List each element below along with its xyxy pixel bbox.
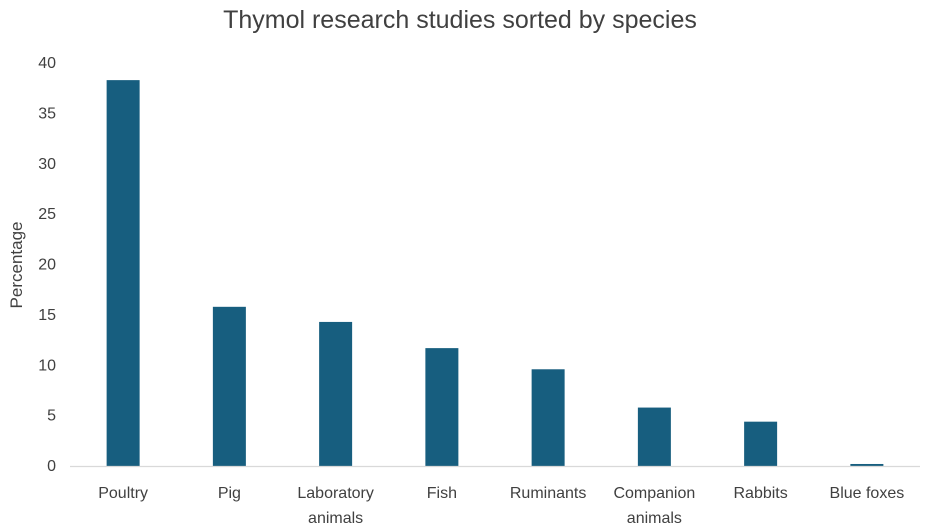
- y-tick-label: 30: [38, 156, 56, 173]
- bar: [425, 348, 459, 466]
- y-tick-label: 25: [38, 206, 56, 223]
- x-tick-label: Laboratory animals: [297, 485, 374, 527]
- x-axis-ticks: Poultry Pig Laboratory animals Fish Ruminants…: [98, 485, 904, 527]
- bar: [212, 306, 246, 466]
- bar: [744, 421, 778, 466]
- x-tick-label-line: animals: [627, 510, 682, 527]
- x-tick-label-line: Laboratory: [297, 485, 374, 502]
- y-tick-label: 5: [47, 408, 56, 425]
- y-tick-label: 10: [38, 357, 56, 374]
- bar: [850, 463, 884, 466]
- x-tick-label-line: Ruminants: [510, 485, 586, 502]
- bars-group: [106, 80, 884, 466]
- x-tick-label: Blue foxes: [830, 485, 905, 502]
- bar: [637, 407, 671, 466]
- x-tick-label: Rabbits: [734, 485, 788, 502]
- x-tick-label-line: Blue foxes: [830, 485, 905, 502]
- y-tick-label: 40: [38, 55, 56, 72]
- bar: [531, 369, 565, 466]
- x-tick-label-line: Rabbits: [734, 485, 788, 502]
- bar: [106, 80, 140, 466]
- y-axis-ticks: 0 5 10 15 20 25 30 35 40: [38, 55, 56, 475]
- x-tick-label-line: Poultry: [98, 485, 148, 502]
- x-tick-label-line: Pig: [218, 485, 241, 502]
- x-tick-label: Pig: [218, 485, 241, 502]
- chart-title: Thymol research studies sorted by specie…: [223, 6, 697, 34]
- x-tick-label: Fish: [427, 485, 457, 502]
- x-tick-label-line: Fish: [427, 485, 457, 502]
- y-tick-label: 0: [47, 458, 56, 475]
- x-tick-label-line: Companion: [613, 485, 695, 502]
- x-tick-label: Poultry: [98, 485, 148, 502]
- x-tick-label-line: animals: [308, 510, 363, 527]
- y-tick-label: 35: [38, 105, 56, 122]
- y-tick-label: 15: [38, 307, 56, 324]
- bar: [319, 321, 353, 466]
- y-tick-label: 20: [38, 257, 56, 274]
- x-tick-label: Ruminants: [510, 485, 586, 502]
- x-tick-label: Companion animals: [613, 485, 695, 527]
- y-axis-label: Percentage: [7, 222, 26, 309]
